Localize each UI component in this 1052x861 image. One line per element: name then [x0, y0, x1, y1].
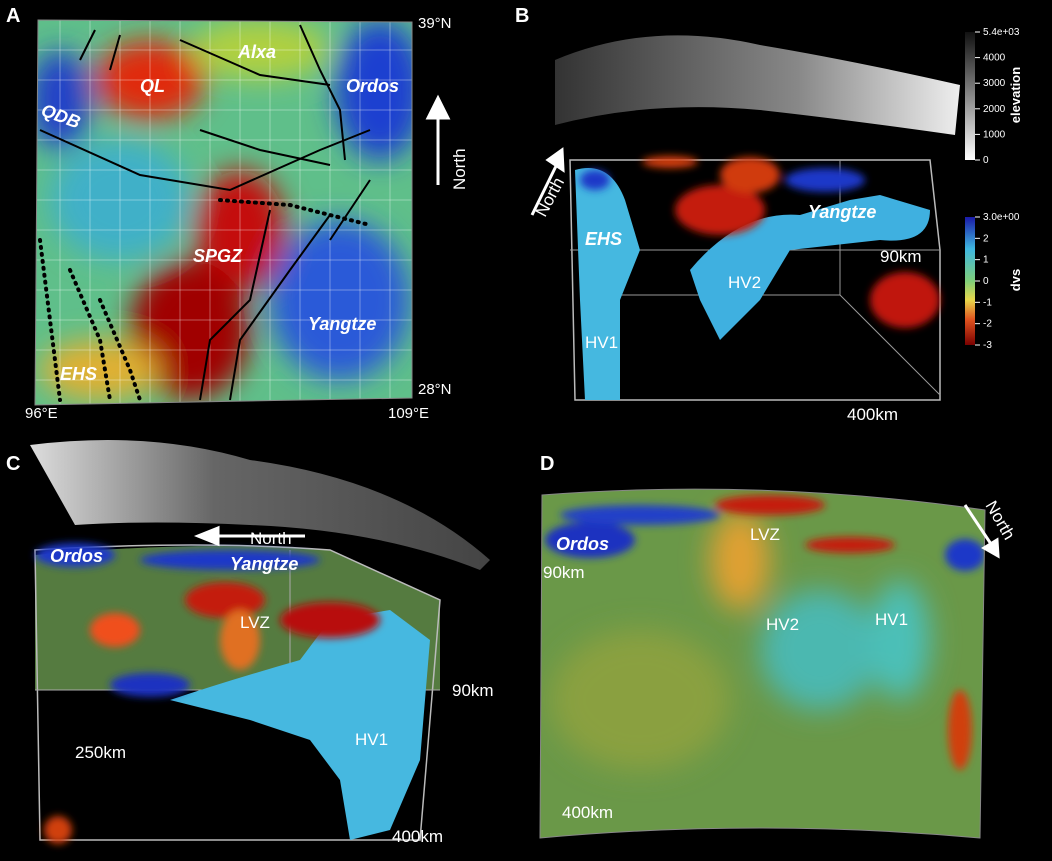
volume-frame	[539, 488, 986, 839]
depth-label: 90km	[543, 563, 585, 582]
region-label: EHS	[60, 364, 97, 384]
region-label: SPGZ	[193, 246, 243, 266]
north-arrow	[963, 504, 1000, 559]
panel-letter: D	[540, 453, 554, 475]
depth-label: 90km	[452, 681, 494, 700]
elevation-colorbar	[965, 32, 975, 160]
volume-c	[34, 543, 441, 844]
map-frame	[34, 19, 413, 406]
colorbar-tick-label: 4000	[983, 53, 1006, 64]
structure-label: LVZ	[240, 613, 270, 632]
lon-label: 96°E	[25, 405, 58, 422]
depth-label: 250km	[75, 743, 126, 762]
depth-label: 400km	[847, 405, 898, 424]
map-a	[35, 20, 412, 405]
panel-letter: A	[6, 5, 20, 27]
depth-label: 90km	[880, 247, 922, 266]
north-label: North	[532, 174, 568, 220]
region-label: Ordos	[556, 534, 609, 554]
colorbar-tick-label: -3	[983, 340, 992, 351]
depth-label: 400km	[562, 803, 613, 822]
region-label: Alxa	[237, 42, 276, 62]
topography	[555, 35, 960, 135]
colorbar-tick-label: 0	[983, 276, 989, 287]
colorbar-tick-label: 5.4e+03	[983, 27, 1020, 38]
colorbar-tick-label: 0	[983, 155, 989, 166]
structure-label: HV1	[355, 730, 388, 749]
panel-letter: C	[6, 453, 20, 475]
colorbar-tick-label: 2000	[983, 104, 1006, 115]
colorbar-tick-label: 2	[983, 233, 989, 244]
north-arrow	[193, 525, 305, 547]
colorbar-tick-label: 3.0e+00	[983, 212, 1020, 223]
region-label: QL	[140, 76, 165, 96]
labels: A 39°N 28°N 96°E 109°E QL Alxa Ordos QDB…	[6, 5, 1023, 846]
colorbar-tick-label: 3000	[983, 78, 1006, 89]
lat-label: 39°N	[418, 15, 452, 32]
panel-letter: B	[515, 5, 529, 27]
colorbar-tick-label: -2	[983, 319, 992, 330]
dvs-colorbar	[965, 217, 975, 345]
region-label: Yangtze	[308, 314, 376, 334]
lon-label: 109°E	[388, 405, 429, 422]
volume-b	[569, 156, 941, 401]
structure-label: HV2	[728, 273, 761, 292]
region-label: EHS	[585, 229, 622, 249]
north-arrow	[425, 94, 451, 185]
region-label: Yangtze	[230, 554, 298, 574]
structure-label: HV1	[585, 333, 618, 352]
north-label: North	[250, 529, 292, 548]
structure-label: HV1	[875, 610, 908, 629]
region-label: Ordos	[50, 546, 103, 566]
lat-label: 28°N	[418, 381, 452, 398]
depth-label: 400km	[392, 827, 443, 846]
colorbar-title: dvs	[1008, 269, 1023, 291]
north-arrow	[530, 147, 565, 216]
colorbar-title: elevation	[1008, 67, 1023, 123]
colorbar-tick-label: -1	[983, 297, 992, 308]
structure-label: LVZ	[750, 525, 780, 544]
region-label: Ordos	[346, 76, 399, 96]
colorbar-tick-label: 1000	[983, 129, 1006, 140]
volume-d	[540, 489, 985, 838]
structure-label: HV2	[766, 615, 799, 634]
topography	[30, 440, 490, 570]
colorbar-ticks: 5.4e+03 4000 3000 2000 1000 0 3.0e+00 2 1 0 -1 -2 -3	[975, 27, 1020, 351]
region-label: Yangtze	[808, 202, 876, 222]
colorbar-tick-label: 1	[983, 255, 989, 266]
north-label: North	[450, 148, 469, 190]
